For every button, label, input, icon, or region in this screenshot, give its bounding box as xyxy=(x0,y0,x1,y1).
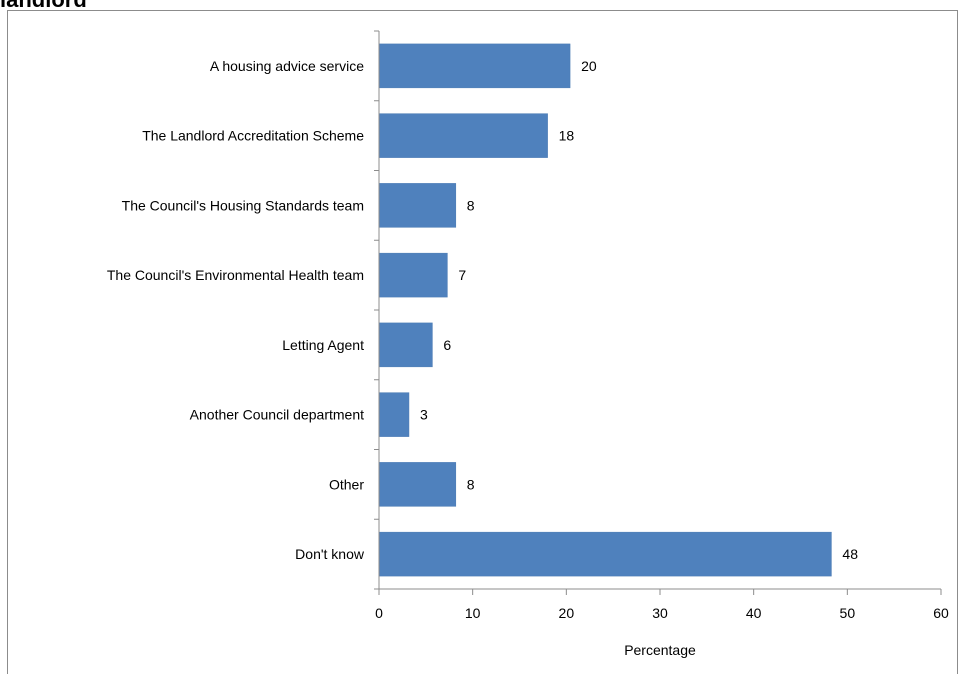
chart-title: landlord xyxy=(0,0,87,13)
data-label: 7 xyxy=(458,267,466,283)
bar xyxy=(378,322,433,368)
bar xyxy=(378,252,448,298)
data-label: 20 xyxy=(581,58,597,74)
data-label: 3 xyxy=(420,407,428,423)
x-tick-label: 30 xyxy=(652,605,668,621)
bar xyxy=(378,113,548,158)
data-label: 8 xyxy=(467,476,475,492)
x-tick-label: 10 xyxy=(465,605,481,621)
bars-layer xyxy=(378,43,832,577)
data-label: 48 xyxy=(842,546,858,562)
x-tick-label: 20 xyxy=(559,605,575,621)
bar xyxy=(378,183,457,228)
bar xyxy=(378,392,410,437)
bar xyxy=(378,531,832,577)
axes-layer xyxy=(374,30,942,595)
x-tick-label: 40 xyxy=(746,605,762,621)
category-label: A housing advice service xyxy=(210,58,364,74)
category-label: Letting Agent xyxy=(282,337,364,353)
labels-layer: 20 A housing advice service 18 The Landlord… xyxy=(107,58,949,621)
category-label: The Council's Environmental Health team xyxy=(107,267,364,283)
bar xyxy=(378,43,571,89)
x-tick-label: 0 xyxy=(375,605,383,621)
chart-frame xyxy=(7,10,958,674)
x-axis-label: Percentage xyxy=(624,642,696,658)
category-label: Don't know xyxy=(295,546,365,562)
bar xyxy=(378,462,457,507)
category-label: Another Council department xyxy=(190,407,364,423)
category-label: Other xyxy=(329,476,364,492)
category-label: The Landlord Accreditation Scheme xyxy=(142,128,364,144)
x-tick-label: 60 xyxy=(933,605,949,621)
data-label: 8 xyxy=(467,197,475,213)
x-tick-label: 50 xyxy=(840,605,856,621)
data-label: 18 xyxy=(559,128,575,144)
data-label: 6 xyxy=(443,337,451,353)
category-label: The Council's Housing Standards team xyxy=(122,197,364,213)
